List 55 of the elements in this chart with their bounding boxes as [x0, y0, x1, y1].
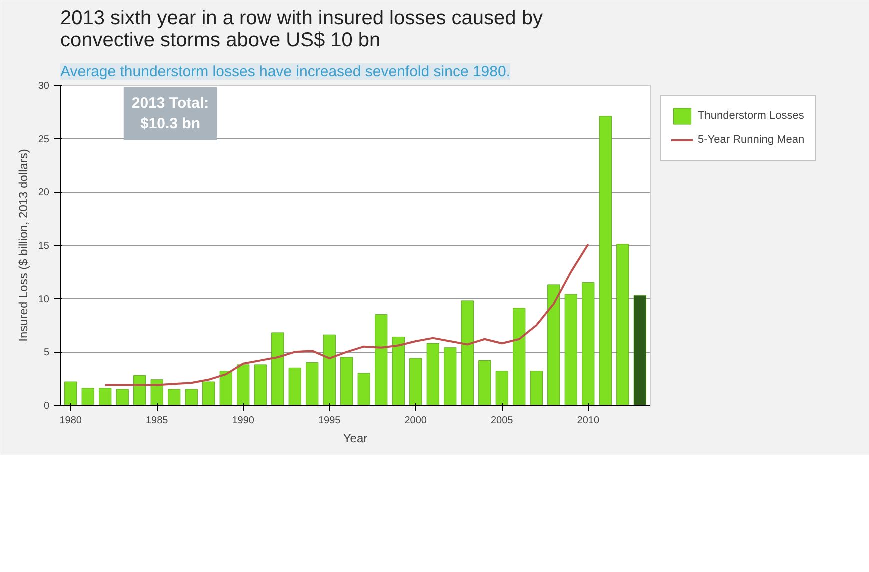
bar: [237, 364, 250, 406]
legend-label: 5-Year Running Mean: [698, 134, 805, 146]
y-tick-label: 25: [38, 134, 50, 146]
bar: [564, 294, 578, 406]
bar: [185, 389, 198, 406]
x-tick-label: 1980: [60, 416, 82, 426]
bar: [220, 371, 232, 406]
x-tick-label: 2000: [404, 416, 428, 426]
y-tick-label: 5: [44, 348, 50, 359]
bar: [530, 371, 543, 406]
bar: [99, 388, 112, 406]
bar: [134, 375, 146, 406]
chart-subtitle: Average thunderstorm losses have increased sevenfold since 1980.: [60, 64, 510, 80]
bar: [323, 334, 336, 406]
bar: [254, 364, 267, 406]
bar: [375, 314, 388, 406]
bar: [548, 284, 560, 406]
bar: [272, 332, 284, 406]
annotation: 2013 Total: $10.3 bn: [132, 95, 210, 132]
bar: [444, 348, 457, 406]
bar: [426, 343, 440, 406]
legend-label: Thunderstorm Losses: [698, 110, 804, 122]
x-tick-label: 1995: [318, 416, 342, 426]
bar: [358, 373, 370, 406]
bar: [513, 308, 526, 406]
bar: [82, 388, 94, 406]
line-series: [104, 243, 590, 386]
y-tick-label: 0: [44, 401, 50, 412]
bar: [461, 300, 474, 406]
bar: [634, 295, 646, 406]
y-tick-label: 15: [38, 241, 50, 252]
bar: [306, 362, 319, 406]
bar: [288, 368, 302, 406]
bar: [599, 116, 612, 406]
bar: [64, 382, 78, 406]
x-tick-label: 1990: [232, 416, 255, 426]
x-tick-label: 2005: [491, 416, 514, 426]
x-tick-label: 2010: [577, 416, 600, 426]
bar: [616, 244, 630, 406]
bar: [410, 358, 422, 406]
bar: [582, 282, 595, 406]
y-tick-label: 30: [38, 81, 50, 92]
bar: [496, 371, 508, 406]
bar: [478, 360, 492, 406]
bar: [168, 389, 181, 406]
chart-title: 2013 sixth year in a row with insured losses caused by convective storms above US$ 10 bn: [60, 8, 543, 52]
bar: [202, 382, 216, 406]
y-tick-label: 10: [38, 294, 50, 306]
bar: [340, 357, 354, 406]
y-axis-title: Insured Loss ($ billion, 2013 dollars): [16, 149, 30, 342]
y-tick-label: 20: [38, 188, 50, 199]
bar: [392, 336, 405, 406]
x-axis-title: Year: [343, 432, 368, 446]
bar: [116, 389, 129, 406]
x-tick-label: 1985: [146, 416, 169, 426]
